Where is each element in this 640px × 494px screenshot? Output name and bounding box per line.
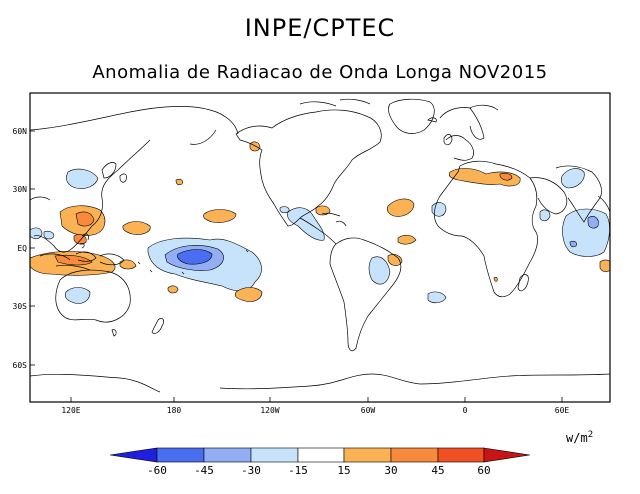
colorbar-swatch-45-30 <box>203 447 252 463</box>
colorbar-swatch-above-60 <box>483 447 531 463</box>
anomaly-negative-indian-ocean-core <box>587 216 599 229</box>
anomaly-positive-pacific-north <box>122 221 151 235</box>
lon-label-180: 180 <box>167 406 182 415</box>
colorbar-swatch-60-45 <box>156 447 205 463</box>
anomaly-positive-gulf <box>315 205 331 216</box>
anomaly-positive-philippines <box>73 234 87 245</box>
lat-label-60s: 60S <box>13 361 28 370</box>
anomaly-positive-hawaii <box>175 178 183 186</box>
colorbar-swatch-45-60 <box>437 447 485 463</box>
lat-label-30n: 30N <box>13 185 28 194</box>
anomaly-negative-tibet <box>30 227 43 240</box>
colorbar-label: -30 <box>241 464 261 477</box>
colorbar-label: 45 <box>431 464 444 477</box>
lon-label-120w: 120W <box>260 406 279 415</box>
units-base: w/m <box>566 431 588 445</box>
colorbar-label: -45 <box>194 464 214 477</box>
anomaly-negative-china <box>43 230 55 240</box>
colorbar-label: -60 <box>147 464 167 477</box>
anomaly-negative-australia <box>64 287 91 304</box>
anomaly-negative-indian-ocean <box>562 208 610 257</box>
anomaly-positive-maritime-core <box>54 254 93 266</box>
anomaly-negative-indian-ocean-south <box>569 240 577 248</box>
anomaly-positive-mediterranean <box>448 168 521 187</box>
anomaly-negative-central-pacific-peak <box>177 249 213 265</box>
anomaly-negative-japan <box>66 168 99 189</box>
colorbar-swatch-below-60 <box>109 447 158 463</box>
anomaly-negative-south-atlantic <box>427 291 447 304</box>
map-frame <box>29 92 611 403</box>
map-subtitle: Anomalia de Radiacao de Onda Longa NOV20… <box>92 62 548 83</box>
map-title: INPE/CPTEC <box>244 14 396 42</box>
anomaly-positive-north-atlantic <box>386 198 415 217</box>
anomaly-negative-gulf <box>287 207 325 241</box>
anomaly-positive-madagascar <box>493 276 498 282</box>
anomaly-positive-png <box>119 259 137 270</box>
anomaly-negative-east-africa <box>539 209 551 222</box>
anomaly-positive-indian-ocean <box>599 259 610 273</box>
axis-ticks <box>30 130 563 402</box>
colorbar <box>109 447 531 463</box>
anomaly-negative-hudson <box>279 206 290 214</box>
anomaly-positive-central-north <box>203 209 237 223</box>
units-label: w/m2 <box>566 430 593 445</box>
map-background <box>30 93 610 402</box>
lat-label-30s: 30S <box>13 302 28 311</box>
lat-label-eq: EQ <box>17 244 27 253</box>
anomaly-positive-central-south <box>234 287 263 302</box>
anomaly-positive-west-pacific-core <box>75 211 95 227</box>
colorbar-label: 60 <box>477 464 490 477</box>
coastlines <box>30 98 610 393</box>
colorbar-swatch-neutral <box>297 447 345 463</box>
anomaly-positive-south-pacific-dot <box>167 285 179 294</box>
lon-label-60w: 60W <box>361 406 376 415</box>
colorbar-swatch-30-15 <box>250 447 299 463</box>
colorbar-label: -15 <box>288 464 308 477</box>
lon-label-60e: 60E <box>555 406 570 415</box>
anomaly-positive-mediterranean-core <box>499 172 513 181</box>
lon-label-0: 0 <box>463 406 468 415</box>
lat-label-60n: 60N <box>13 127 28 136</box>
colorbar-label: 30 <box>384 464 397 477</box>
units-exponent: 2 <box>587 430 594 440</box>
lon-label-120e: 120E <box>61 406 80 415</box>
colorbar-swatch-15-30 <box>343 447 392 463</box>
anomaly-negative-arabia <box>560 168 585 189</box>
anomaly-positive-alaska <box>249 141 261 152</box>
anomaly-negative-south-america <box>368 256 391 285</box>
anomaly-positive-equatorial-atlantic <box>397 234 417 245</box>
colorbar-label: 15 <box>337 464 350 477</box>
colorbar-swatch-30-45 <box>390 447 439 463</box>
